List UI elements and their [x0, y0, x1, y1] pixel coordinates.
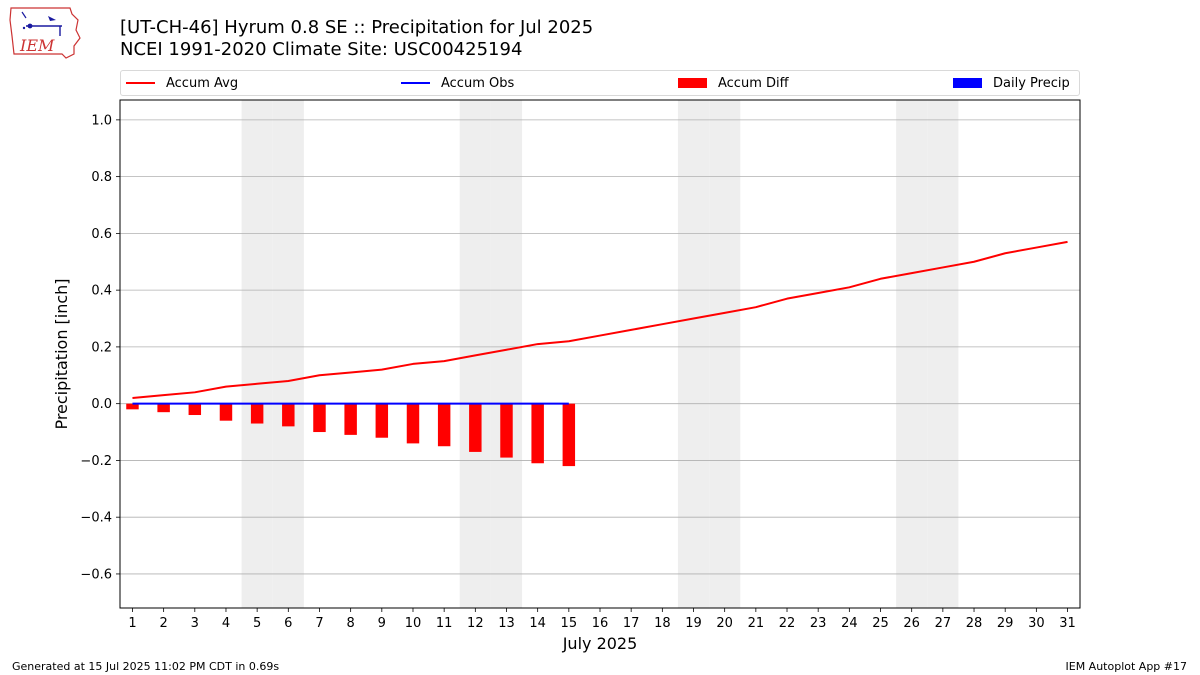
legend-item-daily-precip: Daily Precip: [953, 71, 1070, 95]
x-tick-label: 2: [159, 616, 167, 631]
legend-swatch-accum-avg: [126, 82, 155, 84]
x-tick-label: 27: [935, 616, 952, 631]
legend-label-accum-obs: Accum Obs: [441, 75, 515, 91]
plot-frame: [119, 99, 1081, 609]
accum-diff-bar: [250, 403, 264, 424]
iem-logo: IEM: [9, 7, 81, 59]
x-tick-label: 31: [1059, 616, 1076, 631]
legend-swatch-accum-obs: [401, 82, 430, 84]
weekend-shade: [927, 100, 959, 608]
x-tick-label: 14: [529, 616, 546, 631]
y-tick-label: 0.2: [91, 340, 112, 355]
accum-diff-bar: [531, 403, 544, 464]
y-tick-label: 1.0: [91, 113, 112, 128]
y-tick-label: 0.8: [91, 170, 112, 185]
x-tick-label: 17: [623, 616, 640, 631]
accum-diff-bar: [562, 403, 576, 467]
weekend-shade: [490, 100, 523, 608]
x-tick-label: 13: [498, 616, 515, 631]
x-tick-label: 9: [378, 616, 386, 631]
y-axis-label: Precipitation [inch]: [52, 278, 71, 429]
x-tick-label: 29: [997, 616, 1014, 631]
x-tick-label: 11: [436, 616, 453, 631]
legend-item-accum-diff: Accum Diff: [678, 71, 789, 95]
accum-diff-bar: [437, 403, 451, 447]
legend-label-accum-avg: Accum Avg: [166, 75, 239, 91]
svg-text:IEM: IEM: [19, 36, 55, 55]
x-tick-label: 4: [222, 616, 230, 631]
x-tick-label: 7: [315, 616, 323, 631]
legend-swatch-daily-precip: [953, 78, 982, 88]
x-tick-label: 25: [872, 616, 889, 631]
accum-diff-bar: [157, 403, 170, 413]
legend-label-daily-precip: Daily Precip: [993, 75, 1070, 91]
x-tick-label: 3: [191, 616, 199, 631]
x-tick-label: 1: [128, 616, 136, 631]
y-tick-label: −0.6: [80, 567, 112, 582]
x-tick-label: 6: [284, 616, 292, 631]
y-tick-label: 0.6: [91, 227, 112, 242]
y-tick-label: −0.4: [80, 511, 112, 526]
accum-diff-bar: [469, 403, 482, 452]
legend-swatch-accum-diff: [678, 78, 707, 88]
x-tick-label: 12: [467, 616, 484, 631]
accum-diff-bar: [188, 403, 202, 416]
x-tick-label: 24: [841, 616, 858, 631]
x-tick-label: 30: [1028, 616, 1045, 631]
accum-diff-bar: [126, 403, 139, 410]
legend-label-accum-diff: Accum Diff: [718, 75, 789, 91]
x-tick-label: 21: [748, 616, 765, 631]
accum-diff-bar: [219, 403, 233, 421]
accum-diff-bar: [344, 403, 357, 435]
weekend-shade: [272, 100, 304, 608]
x-tick-label: 22: [779, 616, 796, 631]
x-tick-label: 23: [810, 616, 827, 631]
accum-diff-bar: [500, 403, 513, 458]
x-tick-label: 28: [966, 616, 983, 631]
weekend-shade: [241, 100, 273, 608]
x-tick-label: 20: [716, 616, 733, 631]
generated-timestamp: Generated at 15 Jul 2025 11:02 PM CDT in…: [12, 660, 280, 673]
accum-diff-bar: [375, 403, 389, 438]
x-tick-label: 26: [903, 616, 920, 631]
x-tick-label: 10: [405, 616, 422, 631]
chart-title: [UT-CH-46] Hyrum 0.8 SE :: Precipitation…: [120, 17, 594, 38]
legend-item-accum-obs: Accum Obs: [401, 71, 514, 95]
accum-diff-bar: [313, 403, 326, 433]
x-tick-label: 19: [685, 616, 702, 631]
x-axis-label: July 2025: [562, 634, 638, 653]
x-tick-label: 15: [561, 616, 578, 631]
legend-item-accum-avg: Accum Avg: [126, 71, 238, 95]
weekend-shade: [896, 100, 928, 608]
x-tick-label: 16: [592, 616, 609, 631]
y-tick-label: 0.0: [91, 397, 112, 412]
accum-diff-bar: [282, 403, 295, 427]
y-tick-label: −0.2: [80, 454, 112, 469]
weekend-shade: [677, 100, 710, 608]
x-tick-label: 18: [654, 616, 671, 631]
accum-diff-bar: [406, 403, 420, 444]
app-credit: IEM Autoplot App #17: [1065, 660, 1188, 673]
accum-avg-line: [132, 240, 1068, 399]
x-tick-label: 8: [347, 616, 355, 631]
y-tick-label: 0.4: [91, 284, 112, 299]
legend: Accum Avg Accum Obs Accum Diff Daily Pre…: [120, 70, 1080, 96]
x-tick-label: 5: [253, 616, 261, 631]
weekend-shade: [709, 100, 741, 608]
chart-subtitle: NCEI 1991-2020 Climate Site: USC00425194: [120, 39, 523, 60]
